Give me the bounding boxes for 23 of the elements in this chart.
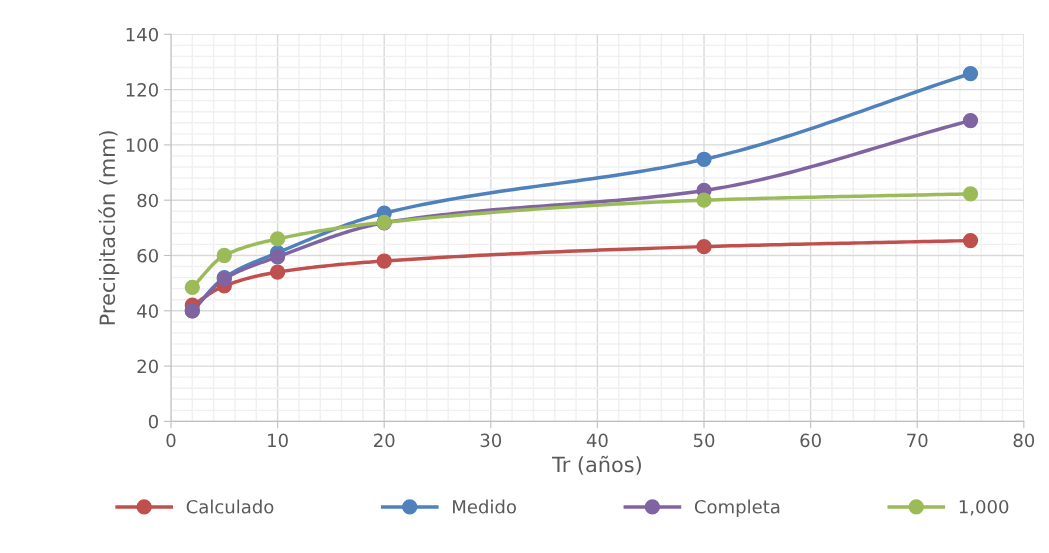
x-tick-label: 80 [1013,433,1035,448]
x-tick-label: 40 [586,433,608,448]
legend-label: Calculado [186,499,274,514]
legend-label: Completa [694,499,780,518]
x-tick-label: 60 [800,433,821,448]
x-tick-label: 70 [907,433,928,448]
x-tick-label: 30 [480,433,502,448]
y-axis-title: Precipitación (mm) [98,131,120,325]
x-axis-title: Tr (años) [552,455,641,475]
x-tick-label: 10 [268,433,288,448]
y-tick-label: 140 [126,27,158,42]
y-tick-label: 120 [126,83,158,97]
y-tick-label: 0 [148,414,158,429]
y-tick-label: 20 [137,359,158,374]
x-tick-label: 0 [166,433,176,448]
y-tick-label: 60 [137,248,158,263]
x-tick-label: 50 [693,433,715,448]
x-tick-label: 20 [374,433,395,448]
y-tick-label: 40 [137,304,158,318]
legend-label: 1,000 [959,499,1009,516]
legend-label: Medido [453,499,516,514]
y-tick-label: 80 [137,193,158,208]
y-tick-label: 100 [126,138,158,152]
